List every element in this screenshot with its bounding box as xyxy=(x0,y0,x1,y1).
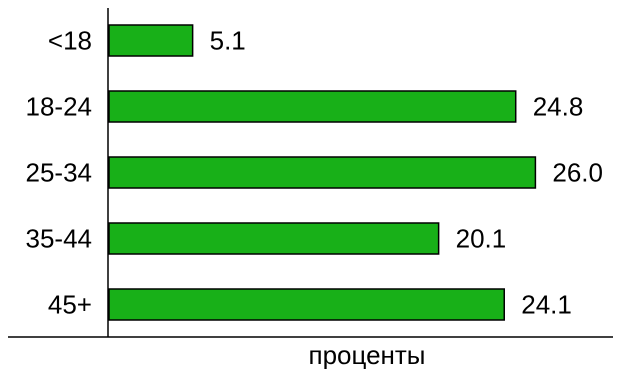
category-label-3: 35-44 xyxy=(26,224,93,254)
category-label-4: 45+ xyxy=(48,290,92,320)
bar-0 xyxy=(108,24,194,57)
value-label-1: 24.8 xyxy=(533,92,584,122)
category-label-2: 25-34 xyxy=(26,158,93,188)
value-label-2: 26.0 xyxy=(552,158,603,188)
category-tick-labels: <18 18-24 25-34 35-44 45+ xyxy=(26,26,93,320)
bar-1 xyxy=(108,90,517,123)
bar-3 xyxy=(108,222,440,255)
category-label-0: <18 xyxy=(48,26,92,56)
value-label-3: 20.1 xyxy=(456,224,507,254)
value-label-4: 24.1 xyxy=(521,290,572,320)
category-label-1: 18-24 xyxy=(26,92,93,122)
bar-2 xyxy=(108,156,537,189)
bars-group xyxy=(108,24,537,321)
x-axis-title: проценты xyxy=(308,340,425,369)
bar-4 xyxy=(108,288,505,321)
value-labels: 5.1 24.8 26.0 20.1 24.1 xyxy=(210,26,603,320)
value-label-0: 5.1 xyxy=(210,26,246,56)
